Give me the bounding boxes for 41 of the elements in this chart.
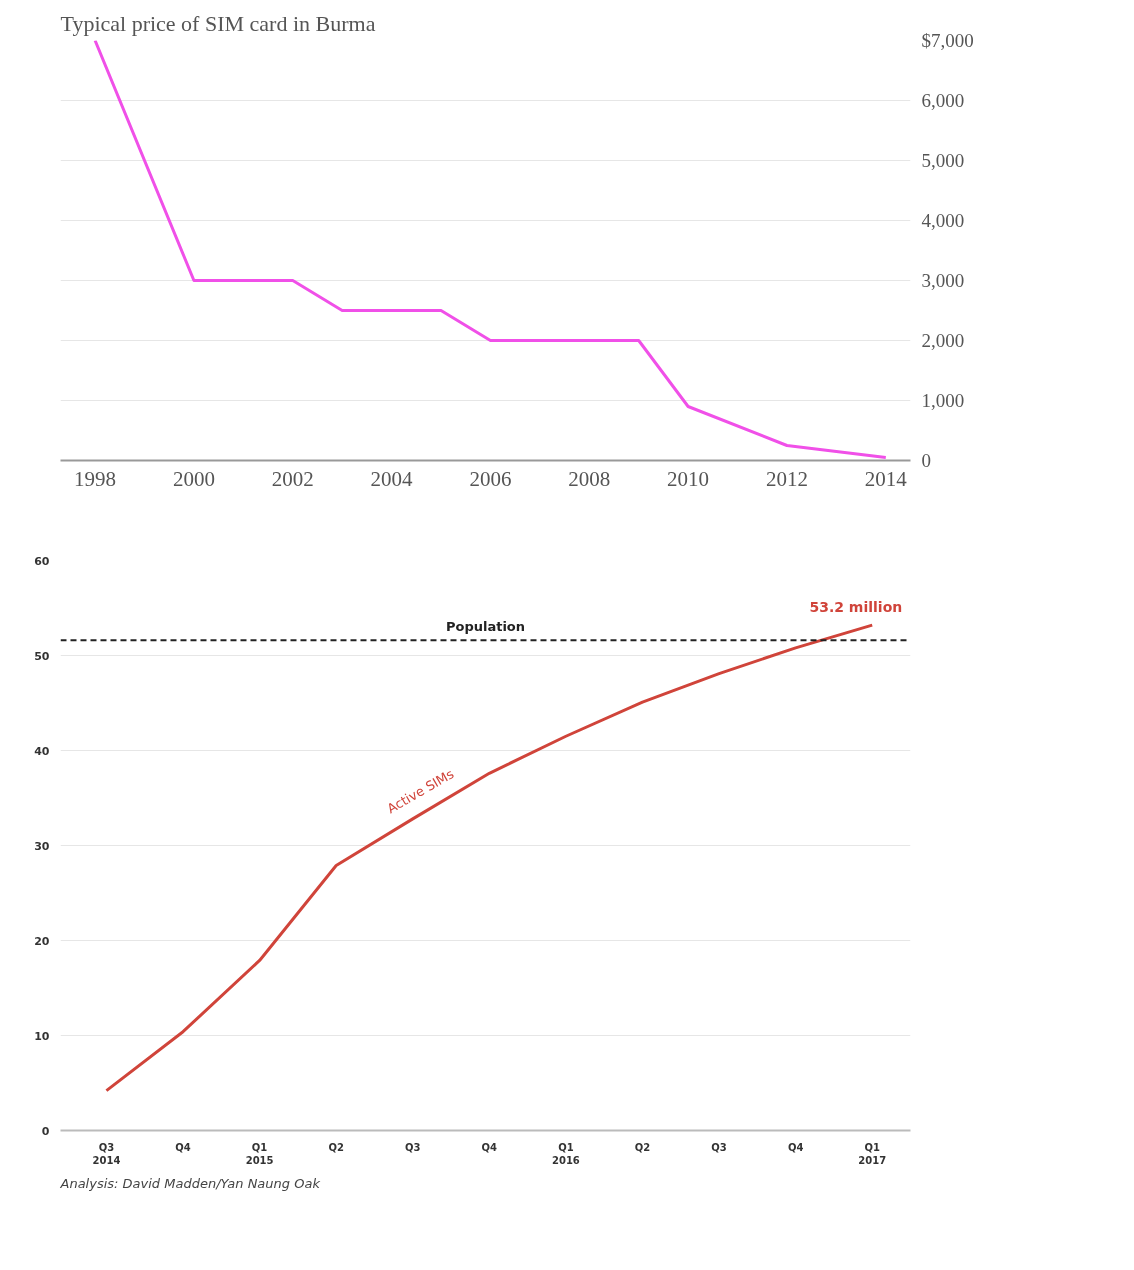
x-tick-label: Q4 bbox=[481, 1141, 498, 1153]
y-tick-label: 2,000 bbox=[921, 330, 965, 351]
chart-title: Typical price of SIM card in Burma bbox=[60, 10, 376, 36]
y-tick-label: 20 bbox=[34, 934, 50, 948]
x-tick-label: Q2 bbox=[328, 1141, 344, 1153]
y-tick-label: 4,000 bbox=[921, 210, 965, 231]
x-tick-label: 2002 bbox=[271, 466, 314, 491]
y-tick-label: 1,000 bbox=[921, 390, 965, 411]
y-tick-label: 0 bbox=[41, 1124, 50, 1138]
y-tick-label: 40 bbox=[34, 744, 50, 758]
line-series bbox=[104, 623, 874, 1093]
x-tick-label: 2012 bbox=[765, 466, 808, 491]
x-tick-label: Q2 bbox=[634, 1141, 651, 1153]
x-tick-label: Q1 2016 bbox=[551, 1141, 580, 1166]
line-series bbox=[93, 40, 888, 459]
y-tick-label: 30 bbox=[34, 839, 50, 853]
annotation: 53.2 million bbox=[809, 599, 903, 616]
x-tick-label: Q4 bbox=[787, 1141, 804, 1153]
y-tick-label: 50 bbox=[34, 649, 50, 663]
text: Analysis: David Madden/Yan Naung Oak bbox=[59, 1175, 321, 1191]
y-tick-label: 60 bbox=[34, 554, 50, 568]
ref-line-label: Population bbox=[445, 619, 526, 635]
x-tick-label: 2004 bbox=[370, 466, 414, 491]
x-tick-label: 1998 bbox=[74, 466, 117, 491]
y-tick-label: $7,000 bbox=[921, 30, 974, 51]
x-tick-label: Q4 bbox=[175, 1141, 191, 1153]
y-tick-label: 10 bbox=[34, 1029, 50, 1043]
x-tick-label: Q3 bbox=[405, 1141, 421, 1153]
x-tick-label: Q3 bbox=[711, 1141, 727, 1153]
x-tick-label: Q1 2017 bbox=[858, 1141, 887, 1166]
x-tick-label: 2000 bbox=[172, 466, 215, 491]
x-tick-label: 2006 bbox=[469, 466, 512, 491]
x-tick-label: Q3 2014 bbox=[92, 1141, 121, 1166]
y-tick-label: 3,000 bbox=[921, 270, 965, 291]
x-tick-label: 2010 bbox=[667, 466, 710, 491]
x-tick-label: Q1 2015 bbox=[245, 1141, 274, 1166]
x-tick-label: 2014 bbox=[864, 466, 908, 491]
y-tick-label: 0 bbox=[921, 450, 931, 471]
y-tick-label: 6,000 bbox=[921, 90, 965, 111]
x-tick-label: 2008 bbox=[568, 466, 611, 491]
y-tick-label: 5,000 bbox=[921, 150, 965, 171]
